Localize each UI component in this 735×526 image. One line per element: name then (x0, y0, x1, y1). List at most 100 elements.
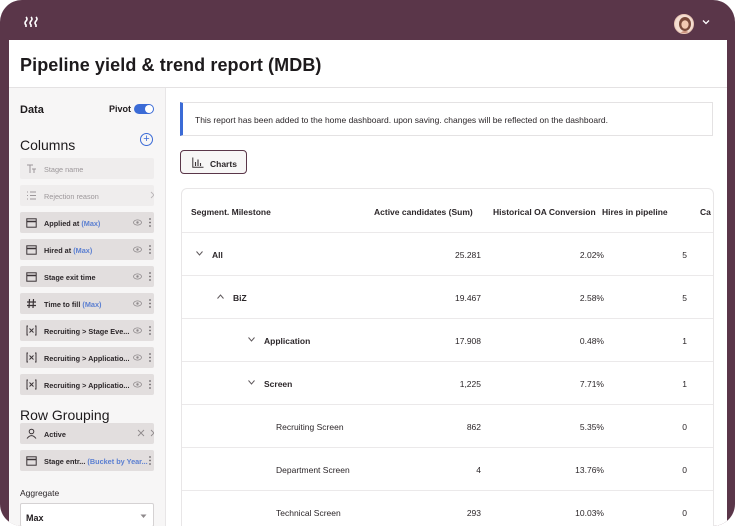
row-group-chip-stage-entry[interactable]: Stage entr... (Bucket by Year... (20, 450, 154, 471)
column-chip-recruiting-application-2[interactable]: Recruiting > Applicatio... (20, 374, 154, 395)
column-chip-stage-exit-time[interactable]: Stage exit time (20, 266, 154, 287)
chevron-down-icon (140, 514, 147, 518)
column-header-active-candidates[interactable]: Active candidates (Sum) (374, 207, 473, 217)
cell-conversion: 2.58% (579, 293, 604, 303)
formula-icon (26, 325, 37, 336)
chevron-up-icon[interactable] (217, 294, 224, 299)
cell-hires: 0 (682, 508, 687, 518)
aggregation-tag: (Max) (73, 245, 93, 255)
chevron-down-icon[interactable] (196, 251, 203, 256)
table-row[interactable]: Screen 1,225 7.71% 1 (182, 361, 713, 404)
calendar-icon (26, 272, 37, 282)
eye-icon[interactable] (133, 218, 142, 227)
column-chip-label: Recruiting > Applicatio... (44, 353, 130, 363)
close-icon[interactable] (150, 191, 154, 199)
cell-conversion: 5.35% (579, 422, 604, 432)
pivot-toggle[interactable] (134, 104, 154, 114)
eye-icon[interactable] (133, 299, 142, 308)
column-chip-stage-name[interactable]: Stage name (20, 158, 154, 179)
table-row[interactable]: Technical Screen 293 10.03% 0 (182, 490, 713, 526)
row-label: Department Screen (276, 465, 350, 475)
aggregate-value: Max (26, 513, 44, 523)
chevron-down-icon[interactable] (248, 380, 255, 385)
eye-icon[interactable] (133, 326, 142, 335)
eye-icon[interactable] (133, 353, 142, 362)
more-vertical-icon[interactable] (148, 271, 152, 282)
column-chip-label: Stage name (44, 164, 84, 174)
report-table: Segment. Milestone Active candidates (Su… (181, 188, 714, 526)
calendar-icon (26, 456, 37, 466)
table-row[interactable]: Department Screen 4 13.76% 0 (182, 447, 713, 490)
eye-icon[interactable] (133, 380, 142, 389)
more-vertical-icon[interactable] (148, 455, 152, 466)
column-chip-rejection-reason[interactable]: Rejection reason (20, 185, 154, 206)
column-chip-recruiting-application-1[interactable]: Recruiting > Applicatio... (20, 347, 154, 368)
column-header-hires[interactable]: Hires in pipeline (602, 207, 668, 217)
row-group-chip-label: Active (44, 429, 66, 439)
column-header-truncated[interactable]: Ca (700, 207, 711, 217)
more-vertical-icon[interactable] (148, 298, 152, 309)
table-row[interactable]: Application 17.908 0.48% 1 (182, 318, 713, 361)
row-label: Technical Screen (276, 508, 341, 518)
chevron-down-icon[interactable] (248, 337, 255, 342)
eye-icon[interactable] (133, 272, 142, 281)
column-chip-recruiting-stage-events[interactable]: Recruiting > Stage Eve... (20, 320, 154, 341)
column-chip-label: Time to fill (44, 299, 81, 309)
column-header-oa-conversion[interactable]: Historical OA Conversion (493, 207, 596, 217)
cell-active: 293 (466, 508, 481, 518)
eye-icon[interactable] (133, 245, 142, 254)
table-row[interactable]: All 25.281 2.02% 5 (182, 232, 713, 275)
more-vertical-icon[interactable] (148, 244, 152, 255)
more-vertical-icon[interactable] (148, 217, 152, 228)
add-column-button[interactable]: + (140, 133, 153, 146)
app-logo-icon[interactable] (24, 16, 40, 28)
more-vertical-icon[interactable] (148, 379, 152, 390)
hash-icon (27, 298, 36, 309)
more-vertical-icon[interactable] (148, 325, 152, 336)
user-avatar[interactable] (674, 14, 694, 34)
close-icon[interactable] (150, 429, 154, 437)
cell-active: 1,225 (459, 379, 481, 389)
cell-conversion: 13.76% (575, 465, 604, 475)
cell-hires: 1 (682, 336, 687, 346)
column-chip-label: Applied at (44, 218, 80, 228)
table-row[interactable]: BiZ 19.467 2.58% 5 (182, 275, 713, 318)
data-label: Data (20, 104, 44, 116)
cell-active: 17.908 (455, 336, 481, 346)
cell-active: 19.467 (455, 293, 481, 303)
cell-hires: 5 (682, 250, 687, 260)
row-grouping-title: Row Grouping (20, 407, 110, 423)
row-group-chip-active[interactable]: Active (20, 423, 154, 444)
calendar-icon (26, 245, 37, 255)
chevron-down-icon[interactable] (701, 17, 711, 27)
pivot-label: Pivot (109, 104, 132, 114)
user-icon (26, 428, 37, 439)
charts-button[interactable]: Charts (180, 150, 247, 174)
column-chip-label: Hired at (44, 245, 72, 255)
cell-hires: 0 (682, 465, 687, 475)
aggregate-label: Aggregate (20, 488, 60, 498)
cell-conversion: 0.48% (579, 336, 604, 346)
cell-active: 25.281 (455, 250, 481, 260)
clear-icon[interactable] (137, 429, 145, 437)
row-label: Screen (264, 379, 293, 389)
more-vertical-icon[interactable] (148, 352, 152, 363)
column-header-segment[interactable]: Segment. Milestone (191, 207, 271, 217)
top-bar (0, 0, 735, 40)
text-type-icon (27, 164, 36, 173)
columns-title: Columns (20, 137, 76, 153)
row-label: Application (264, 336, 311, 346)
column-chip-time-to-fill[interactable]: Time to fill (Max) (20, 293, 154, 314)
cell-conversion: 10.03% (575, 508, 604, 518)
column-chip-hired-at[interactable]: Hired at (Max) (20, 239, 154, 260)
aggregate-select[interactable]: Max (20, 503, 154, 526)
cell-hires: 1 (682, 379, 687, 389)
table-row[interactable]: Recruiting Screen 862 5.35% 0 (182, 404, 713, 447)
bar-chart-icon (192, 157, 204, 168)
column-chip-applied-at[interactable]: Applied at (Max) (20, 212, 154, 233)
cell-hires: 0 (682, 422, 687, 432)
charts-button-label: Charts (210, 158, 237, 169)
row-label: Recruiting Screen (276, 422, 344, 432)
cell-conversion: 2.02% (579, 250, 604, 260)
